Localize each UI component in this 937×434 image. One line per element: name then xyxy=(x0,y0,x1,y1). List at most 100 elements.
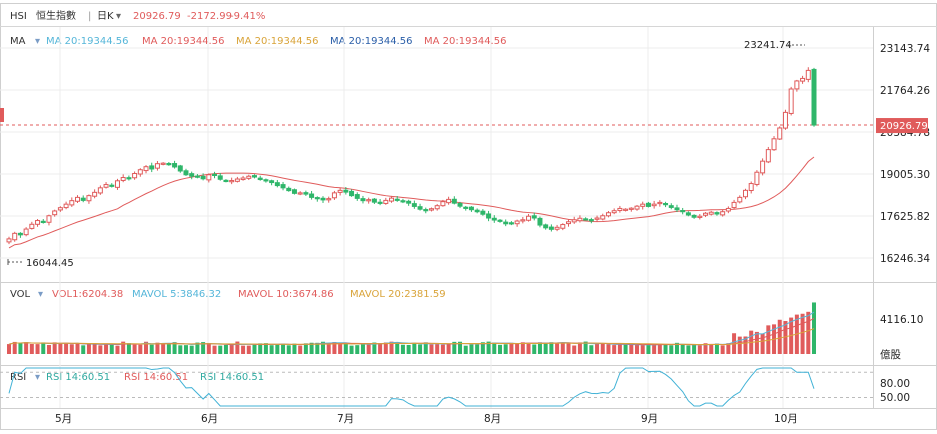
vol-indicator-dropdown-icon[interactable]: ▾ xyxy=(38,289,43,300)
vol-indicator-label[interactable]: VOL xyxy=(10,289,31,300)
volume-bar xyxy=(69,344,74,354)
volume-bar xyxy=(263,343,268,354)
current-price-label: 20926.79 xyxy=(880,121,928,132)
candle-body xyxy=(451,198,457,204)
candle-body xyxy=(120,177,126,181)
candle-body xyxy=(394,198,400,201)
candle-body xyxy=(623,208,629,211)
candle-body xyxy=(52,210,58,216)
volume-bar xyxy=(760,333,765,354)
candle-body xyxy=(811,68,817,126)
rsi-layer xyxy=(0,367,873,407)
volume-bar xyxy=(486,341,491,354)
candle-body xyxy=(400,200,406,203)
volume-bar xyxy=(275,344,280,354)
candle-body xyxy=(234,178,240,182)
candle-body xyxy=(326,198,332,201)
candle-body xyxy=(765,149,771,163)
candle-body xyxy=(69,200,75,206)
candle-body xyxy=(543,224,549,229)
candle-body xyxy=(417,206,423,210)
period-selector[interactable]: 日K xyxy=(97,11,114,22)
volume-bar xyxy=(258,343,263,354)
candle-body xyxy=(371,198,377,203)
candle-body xyxy=(651,203,657,207)
volume-bar xyxy=(360,344,365,354)
candle-body xyxy=(463,206,469,209)
index-name: 恒生指數 xyxy=(36,9,76,22)
candle-body xyxy=(406,200,412,204)
main-legend: MA ▾ MA 20:19344.56 MA 20:19344.56 MA 20… xyxy=(10,36,506,47)
volume-bar xyxy=(589,345,594,354)
volume-bar xyxy=(166,344,171,354)
candle-body xyxy=(508,222,514,225)
symbol[interactable]: HSI xyxy=(10,11,27,22)
volume-bar xyxy=(766,325,771,354)
candle-body xyxy=(257,177,263,181)
candle-body xyxy=(274,182,280,187)
candle-body xyxy=(611,210,617,214)
volume-bar xyxy=(703,343,708,354)
candle-body xyxy=(680,210,686,213)
volume-bar xyxy=(463,345,468,354)
volume-bar xyxy=(469,344,474,354)
period-dropdown-icon[interactable]: ▾ xyxy=(116,11,121,22)
volume-bar xyxy=(526,343,531,354)
candle-body xyxy=(663,203,669,206)
volume-bar xyxy=(309,342,314,354)
volume-bar xyxy=(378,343,383,354)
volume-bar xyxy=(121,341,126,354)
volume-bar xyxy=(86,343,91,354)
volume-bar xyxy=(423,342,428,354)
rsi-indicator-label[interactable]: RSI xyxy=(10,372,26,383)
main-indicator-dropdown-icon[interactable]: ▾ xyxy=(35,36,40,47)
volume-bar xyxy=(75,343,80,354)
volume-bar xyxy=(395,341,400,354)
main-indicator-label[interactable]: MA xyxy=(10,36,26,47)
volume-bar xyxy=(81,345,86,354)
candle-body xyxy=(200,175,206,180)
candle-body xyxy=(126,177,132,180)
candle-body xyxy=(725,207,731,212)
volume-bar xyxy=(189,345,194,354)
volume-bar xyxy=(218,345,223,354)
candle-body xyxy=(172,163,178,168)
candle-body xyxy=(154,163,160,169)
volume-bar xyxy=(446,344,451,354)
candle-body xyxy=(103,184,109,188)
rsi-indicator-dropdown-icon[interactable]: ▾ xyxy=(35,372,40,383)
candle-body xyxy=(114,180,120,188)
candle-body xyxy=(634,205,640,210)
volume-bar xyxy=(7,344,11,354)
volume-bar xyxy=(629,344,634,354)
candle-body xyxy=(377,201,383,204)
candle-body xyxy=(189,173,195,177)
candle-body xyxy=(583,218,589,221)
volume-bar xyxy=(286,345,291,354)
candle-body xyxy=(17,232,23,236)
volume-bar xyxy=(412,342,417,354)
candle-body xyxy=(617,207,623,212)
volume-bar xyxy=(41,342,46,354)
volume-bar xyxy=(475,344,480,354)
candle-body xyxy=(40,220,46,223)
mavol-line-20 xyxy=(8,328,815,346)
candle-body xyxy=(605,212,611,217)
candle-body xyxy=(137,169,143,175)
candle-body xyxy=(503,221,509,225)
volume-bar xyxy=(172,342,177,354)
volume-bar xyxy=(315,342,320,354)
candles xyxy=(6,67,817,245)
volume-bar xyxy=(195,342,200,354)
low-annotation: 16044.45 xyxy=(26,258,74,269)
candle-body xyxy=(554,226,560,230)
volume-bar xyxy=(777,319,782,354)
candle-body xyxy=(343,189,349,193)
volume-bar xyxy=(104,343,109,354)
candle-body xyxy=(571,219,577,223)
candle-body xyxy=(97,187,103,194)
candle-body xyxy=(520,219,526,222)
x-axis-label: 7月 xyxy=(337,413,354,425)
candle-body xyxy=(217,175,223,180)
